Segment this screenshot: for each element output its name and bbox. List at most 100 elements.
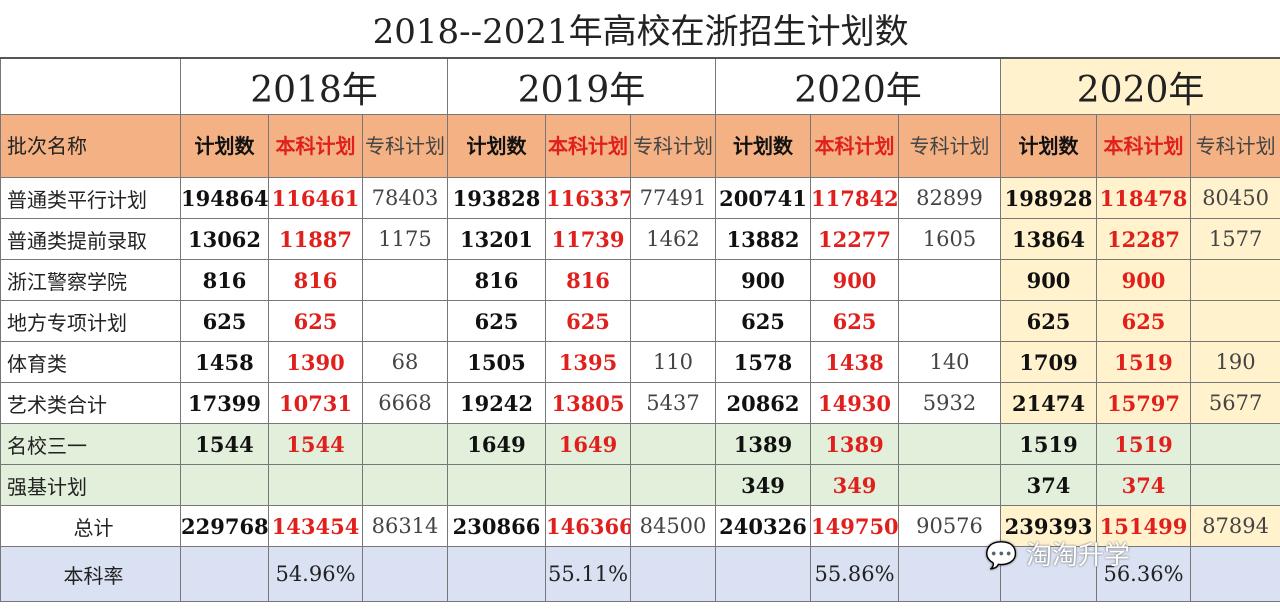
cell: 21474 — [1000, 382, 1097, 424]
col-header-total: 计划数 — [180, 114, 269, 178]
cell: 239393 — [1000, 505, 1097, 547]
cell: 1605 — [898, 218, 1001, 260]
row-label: 浙江警察学院 — [0, 259, 181, 301]
cell: 1395 — [545, 341, 631, 383]
cell: 82899 — [898, 177, 1001, 219]
table-row: 普通类提前录取 13062 11887 1175 13201 11739 1462 13882… — [0, 218, 1280, 260]
cell: 140 — [898, 341, 1001, 383]
cell: 1577 — [1189, 218, 1280, 260]
cell: 117842 — [810, 177, 899, 219]
cell: 84500 — [630, 505, 716, 547]
col-header-junior: 专科计划 — [898, 114, 1001, 178]
cell: 11887 — [268, 218, 363, 260]
cell: 1389 — [810, 423, 899, 465]
cell: 87894 — [1189, 505, 1280, 547]
cell: 12277 — [810, 218, 899, 260]
col-header-total: 计划数 — [715, 114, 811, 178]
table-row: 地方专项计划 625 625 625 625 625 625 625 625 — [0, 300, 1280, 342]
cell: 68 — [362, 341, 448, 383]
cell: 149750 — [810, 505, 899, 547]
table-row: 普通类平行计划 194864 116461 78403 193828 116337 7749… — [0, 177, 1280, 219]
row-label: 强基计划 — [0, 464, 181, 506]
blank-cell — [1189, 546, 1280, 602]
cell: 1544 — [180, 423, 269, 465]
row-label: 总计 — [0, 505, 181, 547]
cell: 900 — [1096, 259, 1191, 301]
cell: 116461 — [268, 177, 363, 219]
cell: 19242 — [447, 382, 546, 424]
col-header-bachelor: 本科计划 — [1096, 114, 1191, 178]
header-name: 批次名称 — [0, 114, 181, 178]
row-label: 体育类 — [0, 341, 181, 383]
year-header: 2020年 — [715, 57, 1001, 115]
cell: 80450 — [1189, 177, 1280, 219]
cell: 625 — [268, 300, 363, 342]
cell: 1544 — [268, 423, 363, 465]
table-row: 强基计划 349 349 374 374 — [0, 464, 1280, 506]
cell: 5677 — [1189, 382, 1280, 424]
cell: 229768 — [180, 505, 269, 547]
year-header: 2018年 — [180, 57, 448, 115]
blank-cell — [447, 546, 546, 602]
cell: 90576 — [898, 505, 1001, 547]
cell: 1519 — [1096, 341, 1191, 383]
cell: 625 — [810, 300, 899, 342]
cell: 78403 — [362, 177, 448, 219]
cell — [898, 259, 1001, 301]
cell: 17399 — [180, 382, 269, 424]
cell — [180, 464, 269, 506]
cell: 625 — [1000, 300, 1097, 342]
cell — [898, 300, 1001, 342]
blank-cell — [180, 546, 269, 602]
blank-cell — [898, 546, 1001, 602]
rate-cell: 55.86% — [810, 546, 899, 602]
blank-cell — [362, 546, 448, 602]
table-row: 艺术类合计 17399 10731 6668 19242 13805 5437 20862 14… — [0, 382, 1280, 424]
cell: 15797 — [1096, 382, 1191, 424]
cell — [1189, 423, 1280, 465]
cell — [630, 259, 716, 301]
cell: 816 — [180, 259, 269, 301]
cell: 118478 — [1096, 177, 1191, 219]
rate-cell: 54.96% — [268, 546, 363, 602]
cell — [362, 423, 448, 465]
blank-cell — [0, 57, 181, 115]
cell: 14930 — [810, 382, 899, 424]
cell: 1649 — [447, 423, 546, 465]
year-header: 2019年 — [447, 57, 716, 115]
cell: 1709 — [1000, 341, 1097, 383]
cell: 1175 — [362, 218, 448, 260]
cell — [268, 464, 363, 506]
cell: 374 — [1000, 464, 1097, 506]
cell: 816 — [447, 259, 546, 301]
cell: 625 — [180, 300, 269, 342]
cell: 5932 — [898, 382, 1001, 424]
cell: 10731 — [268, 382, 363, 424]
cell: 1519 — [1000, 423, 1097, 465]
col-header-bachelor: 本科计划 — [545, 114, 631, 178]
cell: 625 — [715, 300, 811, 342]
cell: 143454 — [268, 505, 363, 547]
watermark-text: 淘淘升学 — [1025, 541, 1130, 571]
cell: 6668 — [362, 382, 448, 424]
cell: 1505 — [447, 341, 546, 383]
cell: 900 — [810, 259, 899, 301]
col-header-junior: 专科计划 — [630, 114, 716, 178]
cell: 816 — [268, 259, 363, 301]
cell: 11739 — [545, 218, 631, 260]
cell: 193828 — [447, 177, 546, 219]
table-row: 浙江警察学院 816 816 816 816 900 900 900 900 — [0, 259, 1280, 301]
row-label: 名校三一 — [0, 423, 181, 465]
cell: 198928 — [1000, 177, 1097, 219]
cell: 374 — [1096, 464, 1191, 506]
cell: 200741 — [715, 177, 811, 219]
cell — [1189, 464, 1280, 506]
table-title: 2018--2021年高校在浙招生计划数 — [0, 0, 1280, 59]
cell: 1458 — [180, 341, 269, 383]
cell: 13062 — [180, 218, 269, 260]
cell: 1390 — [268, 341, 363, 383]
col-header-junior: 专科计划 — [362, 114, 448, 178]
table-row: 名校三一 1544 1544 1649 1649 1389 1389 1519 1519 — [0, 423, 1280, 465]
cell: 13805 — [545, 382, 631, 424]
